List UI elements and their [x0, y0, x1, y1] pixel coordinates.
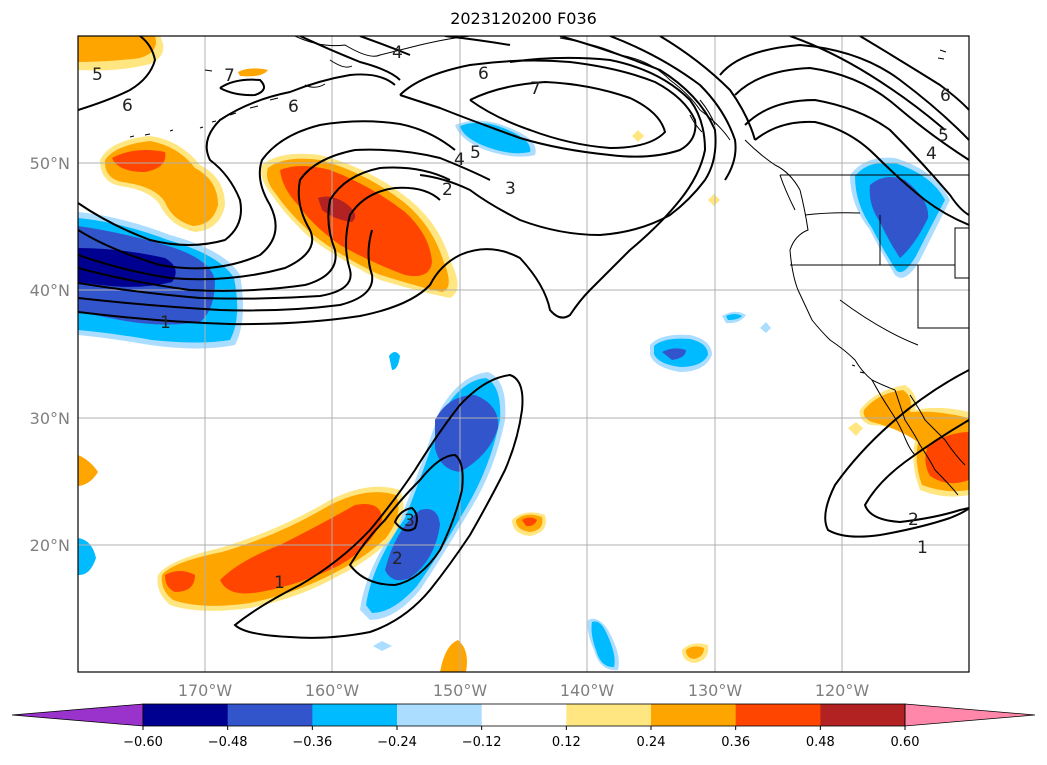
contour-label: 4	[454, 150, 465, 170]
shading-orange-145w	[512, 512, 546, 536]
colorbar-border	[142, 703, 906, 727]
lon-label: 140°W	[560, 681, 615, 700]
lat-label: 20°N	[30, 536, 70, 555]
contour-label: 4	[926, 144, 937, 164]
colorbar-tick-label: −0.12	[462, 735, 502, 750]
shading-yellow-dot-2	[708, 194, 720, 206]
colorbar-bin	[735, 704, 821, 726]
colorbar-tick-label: 0.36	[721, 735, 750, 750]
shading-blue-small-2	[760, 322, 771, 333]
lat-label: 30°N	[30, 409, 70, 428]
shading-blue-138w	[587, 618, 619, 671]
lon-label: 120°W	[815, 681, 870, 700]
contour-label: 7	[224, 66, 235, 86]
colorbar-extend-low	[11, 703, 144, 727]
colorbar: −0.60 −0.48 −0.36 −0.24 −0.12 0.12 0.24 0.36 0.4…	[11, 703, 1036, 750]
colorbar-bin	[651, 704, 737, 726]
contour-lines	[78, 36, 969, 639]
colorbar-tick-label: 0.24	[637, 735, 666, 750]
longitude-labels: 170°W 160°W 150°W 140°W 130°W 120°W	[178, 681, 870, 700]
colorbar-tick-label: −0.48	[208, 735, 248, 750]
contour-label: 6	[288, 97, 299, 117]
lon-label: 150°W	[433, 681, 488, 700]
contour-label: 2	[442, 180, 453, 200]
colorbar-tick-label: −0.24	[377, 735, 417, 750]
shading-yellow-dot-1	[632, 130, 644, 142]
shading-orange-168w	[100, 136, 225, 232]
colorbar-bin	[143, 704, 229, 726]
colorbar-extend-high	[904, 703, 1036, 727]
contour-label: 1	[917, 538, 928, 558]
contour-label: 5	[938, 126, 949, 146]
shading-small-orange	[238, 68, 268, 77]
lon-label: 160°W	[305, 681, 360, 700]
colorbar-bin	[312, 704, 398, 726]
shading-blue-west-edge	[78, 538, 96, 576]
map-title: 2023120200 F036	[450, 9, 597, 28]
contour-label: 6	[478, 64, 489, 84]
contour-label: 2	[908, 510, 919, 530]
shading-blue-band-150w	[360, 372, 506, 620]
contour-label: 3	[404, 511, 415, 531]
colorbar-tick-label: 0.48	[806, 735, 835, 750]
contour-label: 6	[940, 86, 951, 106]
colorbar-bin	[566, 704, 652, 726]
colorbar-tick-label: −0.36	[292, 735, 332, 750]
contour-label: 5	[470, 143, 481, 163]
shading-orange-band-160w	[157, 486, 404, 611]
colorbar-bin	[227, 704, 313, 726]
shading-nw-corner	[78, 36, 164, 71]
contour-label: 2	[392, 549, 403, 569]
colorbar-tick-label: 0.12	[552, 735, 581, 750]
colorbar-tick-label: −0.60	[123, 735, 163, 750]
shading-blue-134w	[650, 334, 712, 372]
contour-label: 7	[530, 79, 541, 99]
shading-orange-mexico	[848, 385, 969, 497]
contour-label: 1	[160, 313, 171, 333]
latitude-labels: 50°N 40°N 30°N 20°N	[30, 154, 70, 555]
map-border	[77, 35, 970, 673]
lat-label: 50°N	[30, 154, 70, 173]
contour-label: 5	[92, 65, 103, 85]
colorbar-bin	[820, 704, 906, 726]
contour-labels: 4 6 7 6 6 5 7 5 4 2 3 1 6 5 4 3 2 1 2 1	[92, 43, 951, 593]
contour-label: 4	[392, 43, 403, 63]
contour-label: 3	[505, 179, 516, 199]
lat-label: 40°N	[30, 281, 70, 300]
shading-blue-ne	[850, 157, 950, 278]
colorbar-tick-label: 0.60	[891, 735, 920, 750]
shading-red-158w	[261, 153, 458, 298]
colorbar-bin	[481, 704, 567, 726]
shading-blue-small-3	[389, 352, 400, 370]
shading-blue-small-4	[373, 641, 392, 651]
contour-label: 1	[274, 573, 285, 593]
lon-label: 170°W	[178, 681, 233, 700]
colorbar-bin	[397, 704, 483, 726]
lon-label: 130°W	[688, 681, 743, 700]
shading-blue-147w	[455, 120, 536, 157]
shading-orange-west-edge	[78, 455, 98, 486]
contour-label: 6	[122, 96, 133, 116]
